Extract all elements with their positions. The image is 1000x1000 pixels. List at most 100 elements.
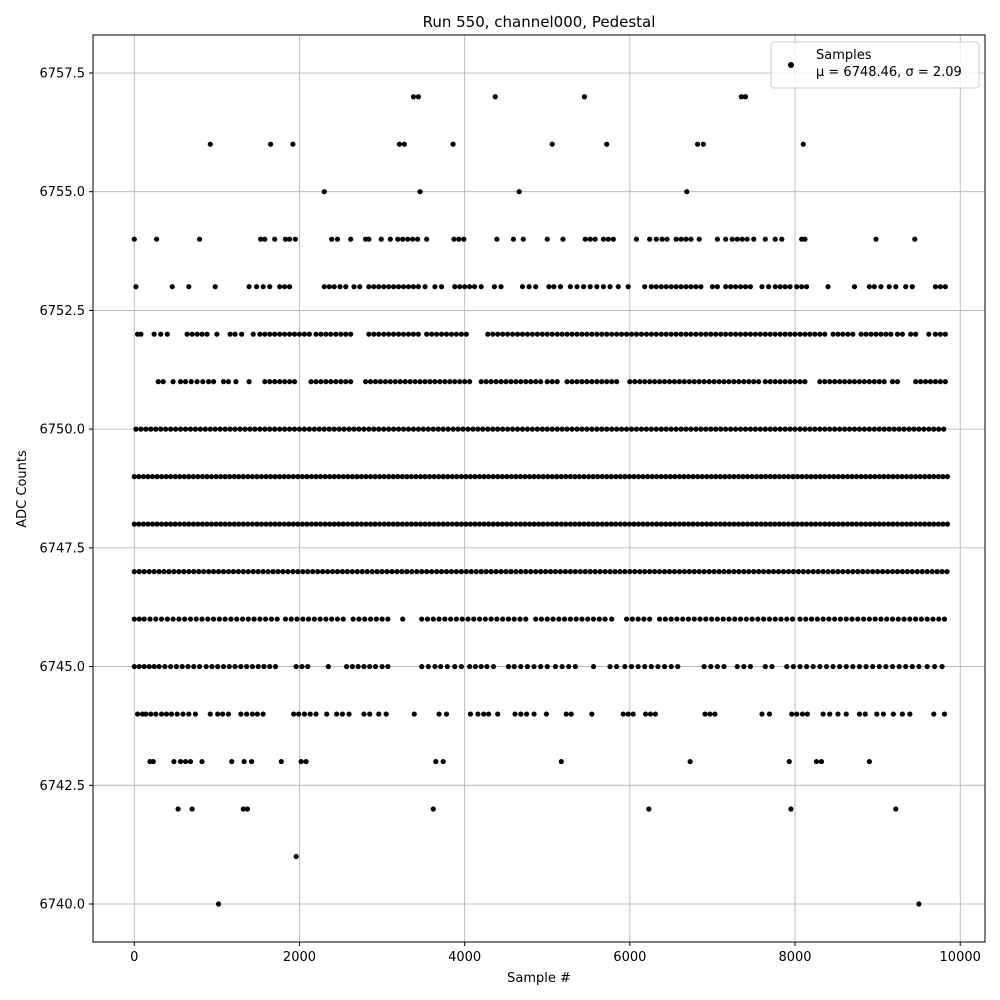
data-point [856,426,863,432]
data-point [711,569,717,575]
data-point [886,426,892,432]
data-point [843,616,849,622]
data-point [131,663,137,670]
data-point [832,379,838,385]
data-point [766,284,772,290]
data-point [617,474,623,480]
data-point [607,284,613,290]
data-point [699,474,705,480]
data-point [904,569,910,575]
data-point [661,379,668,385]
data-point [889,379,896,385]
data-point [334,236,341,242]
data-point [430,806,436,812]
y-tick-label: 6742.5 [40,779,86,794]
data-point [452,284,458,290]
data-point [381,521,387,527]
data-point [630,711,636,717]
data-point [878,284,884,290]
data-point [594,426,600,432]
data-point [286,521,292,527]
data-point [648,331,654,337]
data-point [558,521,564,527]
data-point [807,426,813,432]
data-point [433,331,440,337]
data-point [484,663,490,670]
data-point [288,616,294,622]
data-point [215,569,222,575]
data-point [458,474,464,480]
data-point [206,379,212,385]
data-point [741,569,747,575]
data-point [222,474,228,480]
data-point [149,521,156,527]
data-point [356,426,362,432]
data-point [881,426,887,432]
data-point [772,379,778,385]
data-point [683,331,689,337]
data-point [436,474,442,480]
data-point [349,569,355,575]
data-point [566,663,572,670]
data-point [804,474,810,480]
data-point [399,521,405,527]
data-point [812,426,818,432]
data-point [584,426,590,432]
data-point [277,284,283,290]
data-point [436,521,442,527]
data-point [879,569,886,575]
data-point [688,426,694,432]
data-point [141,663,147,670]
data-point [732,426,739,432]
data-point [336,474,342,480]
data-point [282,426,288,432]
data-point [363,521,369,527]
data-point [608,474,614,480]
data-point [845,331,851,337]
data-point [775,569,782,575]
data-point [589,711,595,717]
data-point [681,569,687,575]
data-point [700,141,706,147]
data-point [841,379,848,385]
data-point [628,331,635,337]
data-point [397,379,403,385]
data-point [907,616,913,622]
data-point [252,426,258,432]
data-point [772,236,778,242]
data-point [478,569,484,575]
data-point [308,521,315,527]
data-point [156,663,162,670]
data-point [304,521,310,527]
data-point [696,236,702,242]
data-point [426,474,433,480]
data-point [872,521,878,527]
data-point [514,331,521,337]
data-point [493,379,499,385]
data-point [481,474,487,480]
data-point [703,331,709,337]
data-point [237,426,243,432]
data-point [706,569,712,575]
data-point [837,379,843,385]
data-point [662,616,668,622]
data-point [544,379,550,385]
data-point [480,426,486,432]
data-point [777,284,783,290]
data-point [609,331,615,337]
data-point [890,521,896,527]
data-point [638,331,645,337]
data-point [415,331,422,337]
data-point [926,521,932,527]
data-point [663,426,669,432]
data-point [782,379,788,385]
data-point [909,663,915,670]
data-point [850,569,856,575]
data-point [345,474,351,480]
data-point [822,331,828,337]
data-point [454,474,460,480]
data-point [587,569,593,575]
data-point [908,331,914,337]
data-point [913,616,919,622]
data-point [343,379,349,385]
